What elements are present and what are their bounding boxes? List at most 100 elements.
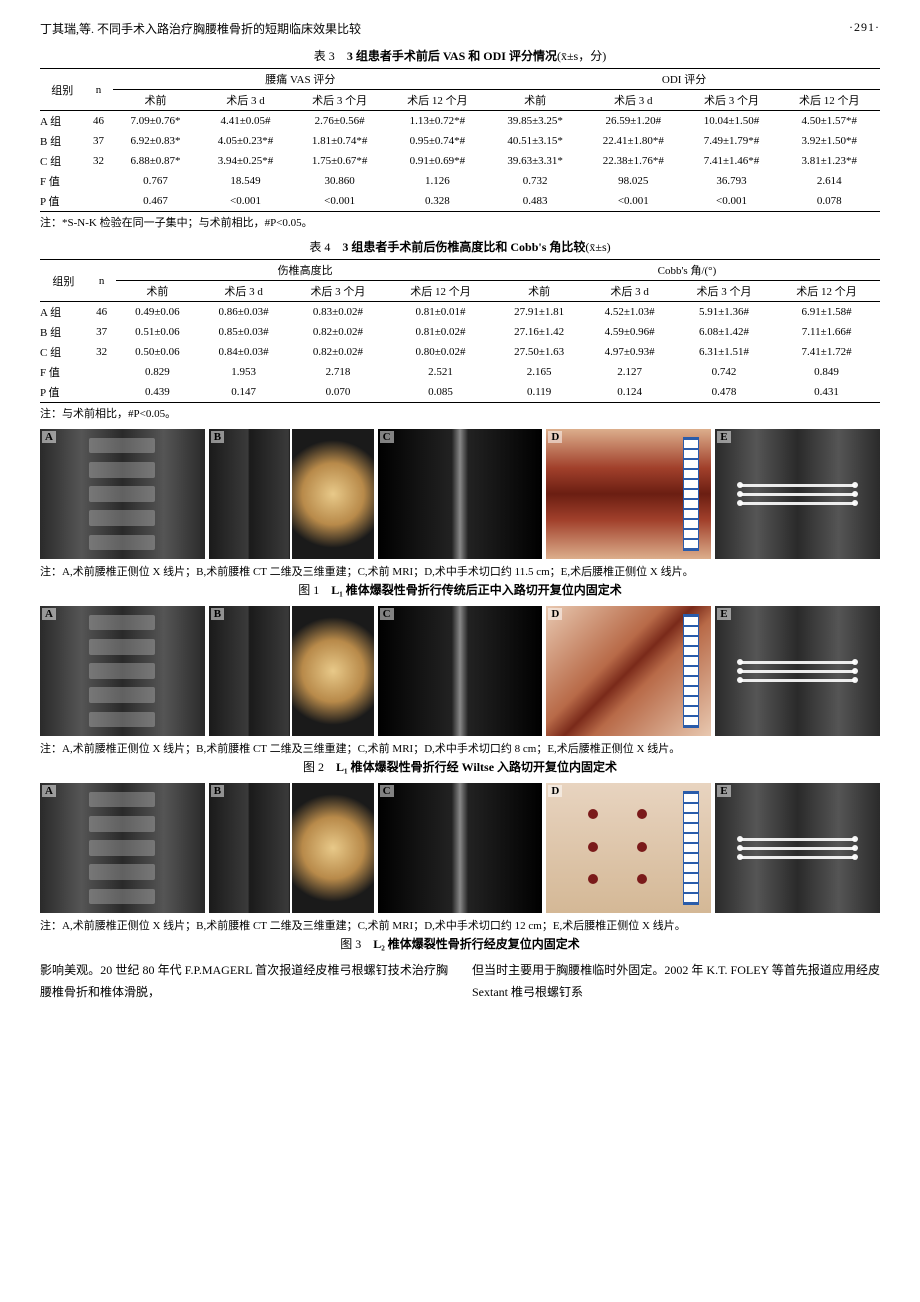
table-cell: 2.521 (387, 362, 494, 382)
table-cell: 4.50±1.57*# (779, 111, 880, 132)
table-cell: 27.91±1.81 (494, 302, 585, 323)
table-cell: 0.439 (116, 382, 198, 403)
table-cell: 2.127 (584, 362, 675, 382)
table-cell: 4.59±0.96# (584, 322, 675, 342)
table-row: P 值0.4390.1470.0700.0850.1190.1240.4780.… (40, 382, 880, 403)
table-col-header: 术后 3 d (198, 90, 292, 111)
table-cell: 0.328 (387, 191, 488, 212)
table-row: A 组467.09±0.76*4.41±0.05#2.76±0.56#1.13±… (40, 111, 880, 132)
fig2-label-b: B (211, 608, 224, 620)
table-cell: 0.82±0.02# (289, 322, 387, 342)
table-cell: 32 (84, 151, 112, 171)
t3-col-n: n (84, 69, 112, 111)
fig3-caption: 图 3 L₂ 椎体爆裂性骨折行经皮复位内固定术 (40, 935, 880, 952)
table-cell: <0.001 (198, 191, 292, 212)
t4-col-n: n (87, 260, 117, 302)
fig3-panel-a: A (40, 783, 205, 913)
table-cell: <0.001 (684, 191, 778, 212)
table-cell: 0.49±0.06 (116, 302, 198, 323)
table-col-header: 术前 (113, 90, 199, 111)
table-cell: <0.001 (293, 191, 387, 212)
table-cell: 39.85±3.25* (488, 111, 582, 132)
table-row: C 组320.50±0.060.84±0.03#0.82±0.02#0.80±0… (40, 342, 880, 362)
fig1-caption: 图 1 L₁ 椎体爆裂性骨折行传统后正中入路切开复位内固定术 (40, 581, 880, 598)
fig2-panel-d: D (546, 606, 711, 736)
table-cell: A 组 (40, 111, 84, 132)
table-col-header: 术后 12 个月 (387, 281, 494, 302)
fig2-panel-b: B (209, 606, 374, 736)
fig3-label-e: E (717, 785, 730, 797)
table-cell: 3.92±1.50*# (779, 131, 880, 151)
table-row: A 组460.49±0.060.86±0.03#0.83±0.02#0.81±0… (40, 302, 880, 323)
table-cell: 0.124 (584, 382, 675, 403)
table-cell: 6.92±0.83* (113, 131, 199, 151)
body-text: 影响美观。20 世纪 80 年代 F.P.MAGERL 首次报道经皮椎弓根螺钉技… (40, 960, 880, 1003)
fig3-panel-e: E (715, 783, 880, 913)
table-cell: 0.070 (289, 382, 387, 403)
fig2-panel-c: C (378, 606, 543, 736)
table-cell: 37 (84, 131, 112, 151)
table4-note: 注：与术前相比，#P<0.05。 (40, 405, 880, 421)
table-cell: 0.95±0.74*# (387, 131, 488, 151)
table-cell (84, 191, 112, 212)
table-cell: 22.38±1.76*# (582, 151, 684, 171)
body-col-left: 影响美观。20 世纪 80 年代 F.P.MAGERL 首次报道经皮椎弓根螺钉技… (40, 960, 448, 1003)
table-cell: <0.001 (582, 191, 684, 212)
table-col-header: 术后 3 d (582, 90, 684, 111)
table-cell: 40.51±3.15* (488, 131, 582, 151)
table-cell: 0.767 (113, 171, 199, 191)
table-cell: 7.41±1.72# (773, 342, 880, 362)
fig3-panel-c: C (378, 783, 543, 913)
fig2-label-d: D (548, 608, 562, 620)
table-cell: 0.81±0.02# (387, 322, 494, 342)
table-col-header: 术后 3 个月 (293, 90, 387, 111)
table-cell: 26.59±1.20# (582, 111, 684, 132)
table-col-header: 术后 3 个月 (675, 281, 773, 302)
table-cell: 0.478 (675, 382, 773, 403)
table-cell: 7.11±1.66# (773, 322, 880, 342)
table4: 组别 n 伤椎高度比 Cobb's 角/(°) 术前术后 3 d术后 3 个月术… (40, 259, 880, 403)
table4-title-bold: 3 组患者手术前后伤椎高度比和 Cobb's 角比较 (342, 240, 585, 254)
table-row: F 值0.76718.54930.8601.1260.73298.02536.7… (40, 171, 880, 191)
fig2-label-a: A (42, 608, 56, 620)
fig1-cap-pref: 图 1 (298, 583, 331, 597)
table-cell: 0.849 (773, 362, 880, 382)
table-cell: 0.147 (198, 382, 289, 403)
table-cell: C 组 (40, 151, 84, 171)
table-cell: 2.614 (779, 171, 880, 191)
table-cell: 0.82±0.02# (289, 342, 387, 362)
table-cell: 37 (87, 322, 117, 342)
table-col-header: 术前 (116, 281, 198, 302)
table-cell: 3.94±0.25*# (198, 151, 292, 171)
running-title: 丁其瑞,等. 不同手术入路治疗胸腰椎骨折的短期临床效果比较 (40, 20, 361, 37)
fig1-panel-d: D (546, 429, 711, 559)
fig2-note: 注：A,术前腰椎正侧位 X 线片；B,术前腰椎 CT 二维及三维重建；C,术前 … (40, 740, 880, 756)
table-cell: 98.025 (582, 171, 684, 191)
table-col-header: 术前 (488, 90, 582, 111)
table-col-header: 术前 (494, 281, 585, 302)
table-cell: 6.31±1.51# (675, 342, 773, 362)
fig2-caption: 图 2 L₁ 椎体爆裂性骨折行经 Wiltse 入路切开复位内固定术 (40, 758, 880, 775)
table-cell: 3.81±1.23*# (779, 151, 880, 171)
table-cell: 5.91±1.36# (675, 302, 773, 323)
table-cell: 22.41±1.80*# (582, 131, 684, 151)
t3-span-vas: 腰痛 VAS 评分 (113, 69, 489, 90)
t4-span1: 伤椎高度比 (116, 260, 493, 281)
table-cell: 0.732 (488, 171, 582, 191)
body-col-right: 但当时主要用于胸腰椎临时外固定。2002 年 K.T. FOLEY 等首先报道应… (472, 960, 880, 1003)
fig3-note: 注：A,术前腰椎正侧位 X 线片；B,术前腰椎 CT 二维及三维重建；C,术前 … (40, 917, 880, 933)
table-cell: 46 (87, 302, 117, 323)
table-cell: 0.085 (387, 382, 494, 403)
fig3-panel-d: D (546, 783, 711, 913)
fig3-cap-text: L₂ 椎体爆裂性骨折行经皮复位内固定术 (373, 937, 580, 951)
table-cell: 27.16±1.42 (494, 322, 585, 342)
running-header: 丁其瑞,等. 不同手术入路治疗胸腰椎骨折的短期临床效果比较 ·291· (40, 20, 880, 37)
table-cell: 1.13±0.72*# (387, 111, 488, 132)
table-cell: 0.86±0.03# (198, 302, 289, 323)
fig3-panel-b: B (209, 783, 374, 913)
table-cell: 0.483 (488, 191, 582, 212)
table-cell: P 值 (40, 191, 84, 212)
t3-span-odi: ODI 评分 (488, 69, 880, 90)
table-row: B 组370.51±0.060.85±0.03#0.82±0.02#0.81±0… (40, 322, 880, 342)
fig1-panel-a: A (40, 429, 205, 559)
